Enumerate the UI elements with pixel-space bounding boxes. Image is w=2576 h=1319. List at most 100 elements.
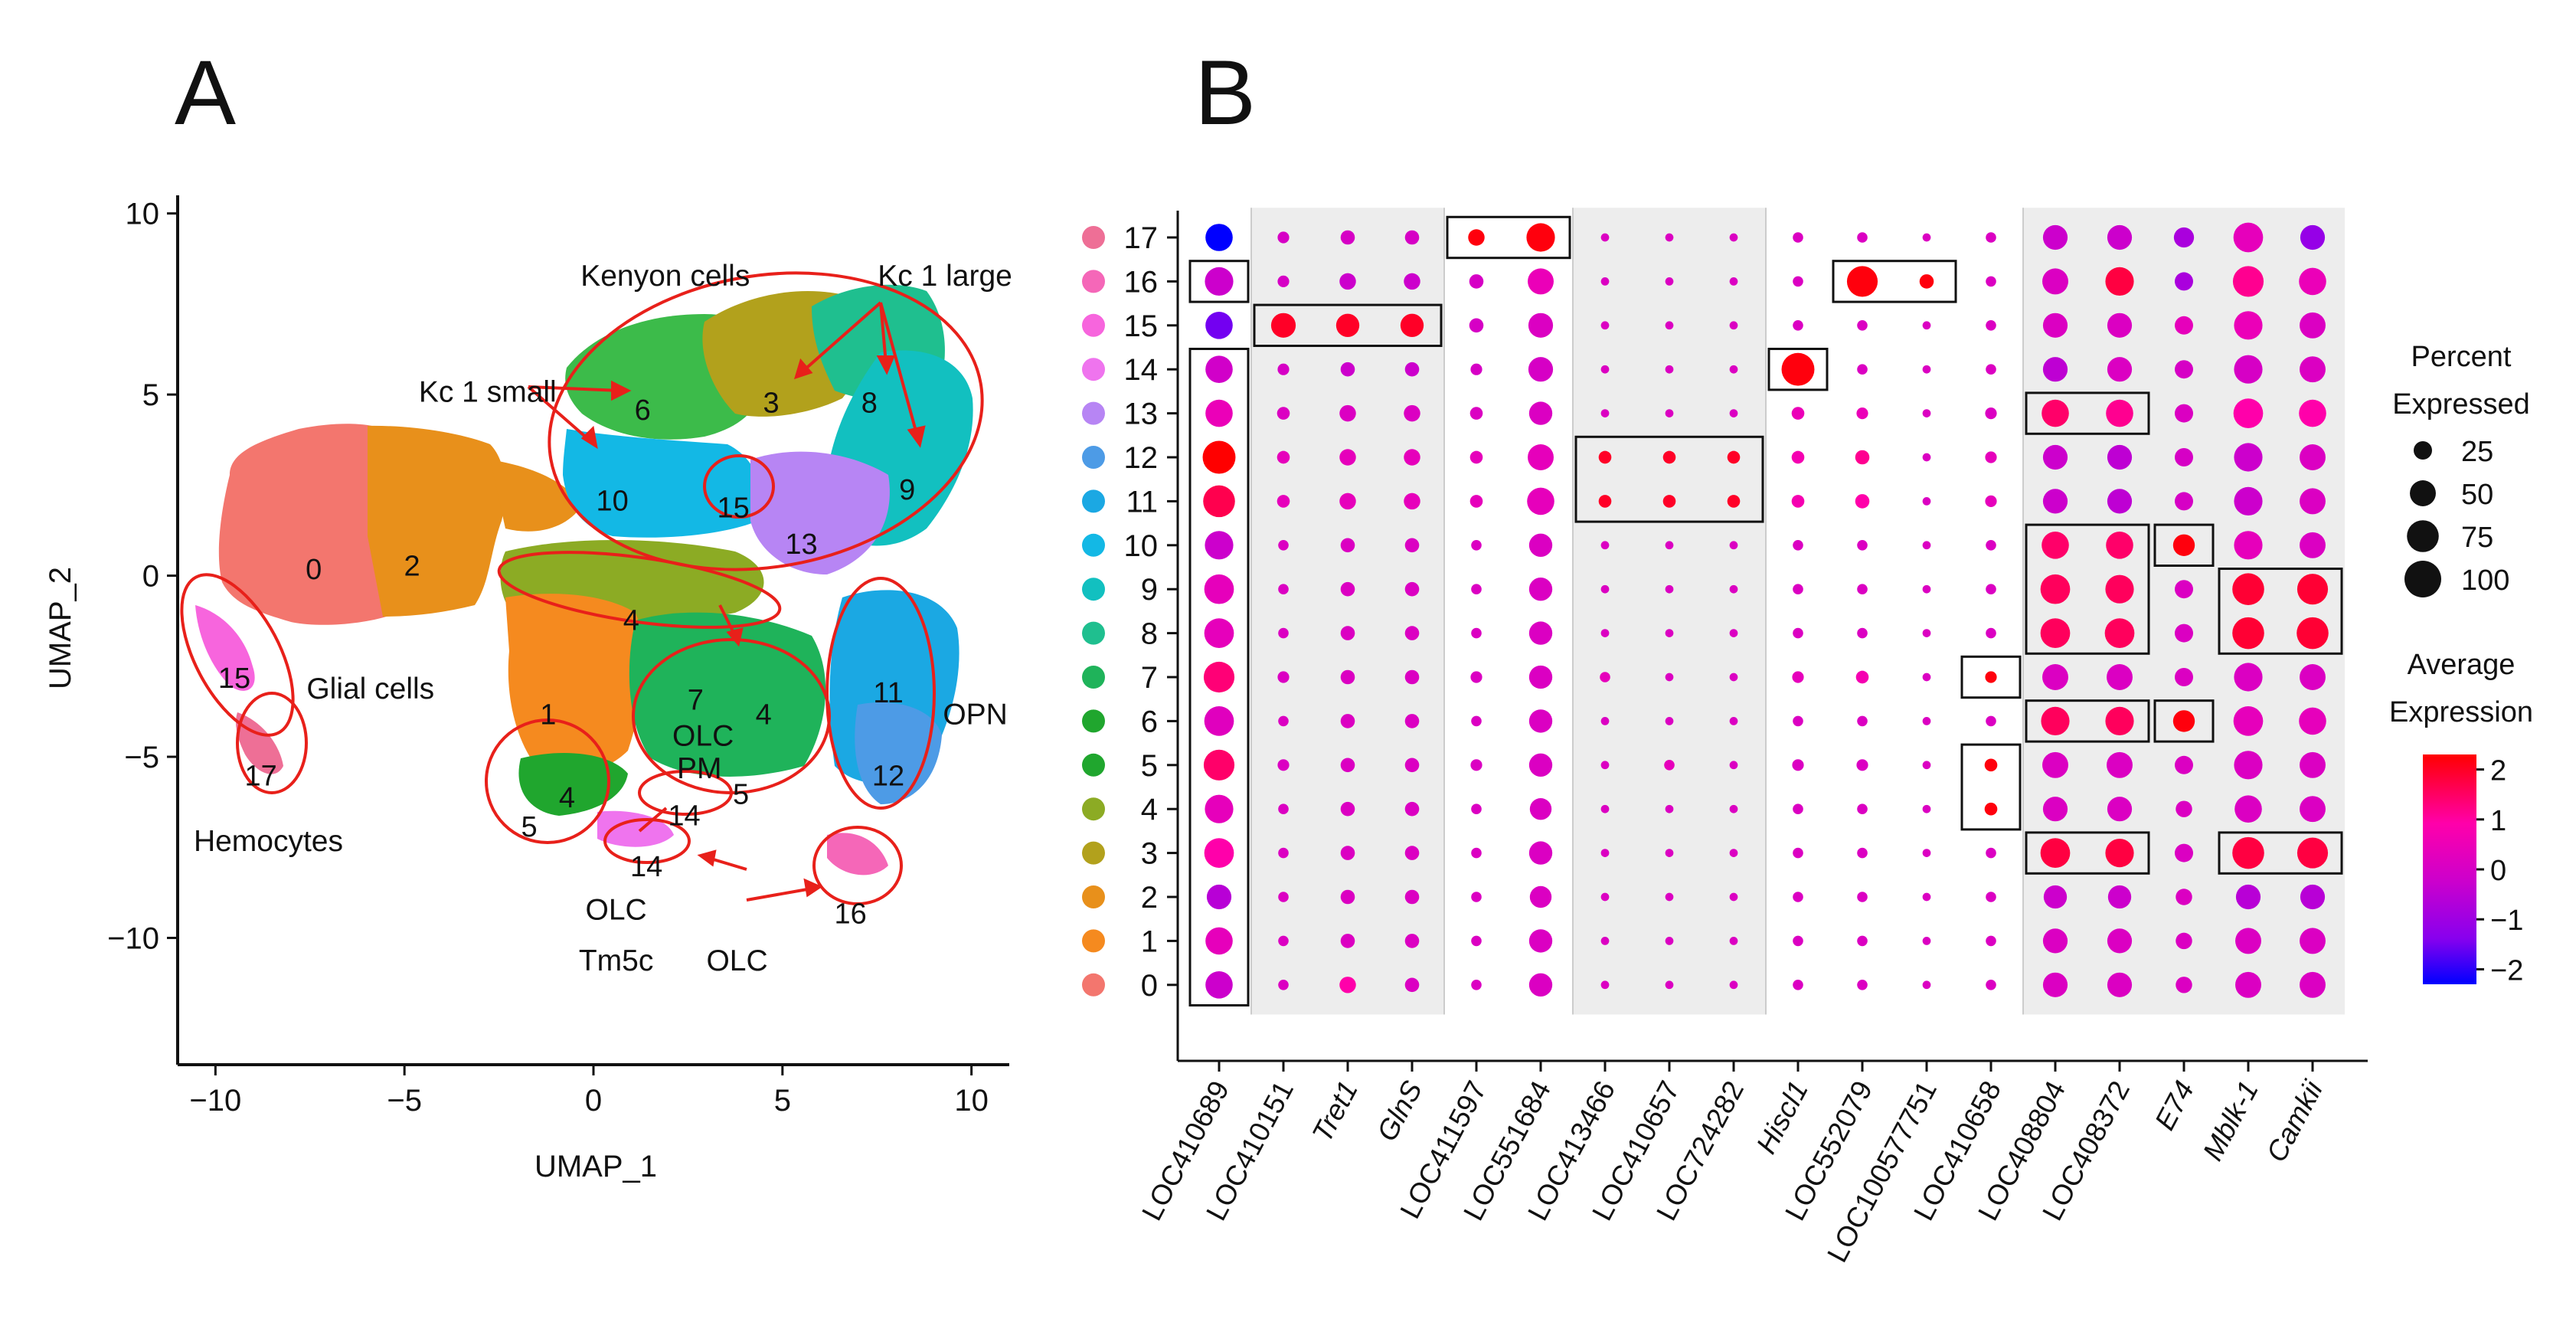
arrow-olc-16 — [746, 887, 812, 902]
expression-dot — [1529, 798, 1552, 820]
expression-dot — [2042, 751, 2068, 778]
cluster-row-label: 7 — [1141, 661, 1158, 695]
expression-dot — [1729, 409, 1738, 417]
expression-dot — [2233, 222, 2264, 253]
expression-dot — [1922, 980, 1931, 990]
expression-dot — [1793, 627, 1803, 639]
expression-dot — [1984, 802, 1998, 816]
expression-dot — [1205, 355, 1233, 383]
expression-dot — [2300, 312, 2326, 339]
expression-dot — [1340, 934, 1355, 948]
cluster-row-label: 13 — [1124, 398, 1159, 431]
expression-dot — [1528, 533, 1553, 557]
expression-dot — [1339, 493, 1356, 510]
expression-dot — [1857, 804, 1868, 814]
expression-dot — [1665, 804, 1674, 813]
expression-dot — [1729, 673, 1738, 682]
expression-dot — [1278, 715, 1289, 727]
umap-cluster-label: 12 — [872, 761, 904, 793]
expression-dot — [1791, 407, 1805, 420]
expression-dot — [1922, 717, 1931, 725]
dot-plot-gene-group-bands — [1187, 208, 2345, 1015]
expression-dot — [1665, 365, 1674, 374]
expression-dot — [2175, 448, 2193, 466]
highlight-box — [1253, 303, 1443, 348]
cluster-color-swatch — [1082, 578, 1105, 601]
expression-dot — [2175, 755, 2193, 774]
expression-dot — [2107, 885, 2132, 909]
cluster-color-swatch — [1082, 226, 1105, 249]
color-legend-title-1: Average — [2408, 649, 2516, 681]
expression-dot — [1339, 273, 1356, 290]
expression-dot — [2042, 664, 2068, 690]
highlight-box — [2153, 699, 2215, 743]
expression-dot — [1922, 937, 1931, 945]
expression-dot — [2105, 706, 2134, 735]
umap-y-tick-label: 0 — [142, 560, 159, 594]
expression-dot — [1471, 892, 1482, 902]
expression-dot — [1340, 581, 1355, 597]
expression-dot — [1205, 399, 1233, 427]
expression-dot — [1404, 801, 1420, 817]
expression-dot — [1727, 495, 1741, 508]
expression-dot — [1277, 407, 1290, 420]
expression-dot — [1922, 541, 1931, 550]
expression-dot — [1793, 715, 1803, 727]
expression-dot — [1855, 494, 1870, 509]
umap-annotation-arrows — [527, 301, 926, 902]
umap-annotations: Kenyon cells Kc 1 large Kc 1 small Glial ce… — [194, 260, 1012, 977]
expression-dot — [1986, 320, 1996, 331]
expression-dot — [2300, 928, 2326, 954]
expression-dot — [1404, 538, 1420, 553]
expression-dot — [2232, 573, 2264, 605]
highlight-box — [1960, 655, 2022, 699]
color-legend-title-2: Expression — [2389, 696, 2533, 728]
expression-dot — [2296, 617, 2329, 650]
expression-dot — [1471, 715, 1482, 727]
expression-dot — [2040, 838, 2071, 868]
gene-group-band — [1251, 208, 1444, 1015]
expression-dot — [1340, 758, 1355, 773]
cluster-row-label: 15 — [1124, 309, 1159, 343]
expression-dot — [1986, 847, 1996, 859]
umap-cluster-label: 15 — [718, 493, 750, 525]
expression-dot — [1793, 935, 1803, 947]
percent-expressed-legend: Percent Expressed 25 50 75 100 — [2392, 341, 2530, 597]
cluster-color-swatch — [1082, 973, 1105, 997]
expression-dot — [1528, 621, 1553, 645]
expression-dot — [1665, 892, 1674, 902]
expression-dot — [1278, 847, 1289, 859]
expression-dot — [1986, 935, 1996, 947]
expression-dot — [2176, 800, 2192, 817]
expression-dot — [1922, 892, 1931, 902]
cluster-row-label: 16 — [1124, 265, 1159, 299]
expression-dot — [2107, 972, 2133, 997]
cluster-color-swatch — [1082, 797, 1105, 821]
expression-dot — [2234, 531, 2263, 560]
expression-dot — [1471, 935, 1482, 947]
umap-annotation-text: Tm5c — [579, 944, 654, 977]
expression-dot — [1857, 540, 1868, 551]
expression-dot — [1205, 312, 1233, 339]
expression-dot — [2300, 884, 2326, 910]
expression-dot — [1727, 450, 1741, 464]
arrow-kc1large-3-head — [793, 358, 813, 380]
arrow-kc1small-10-head — [580, 425, 598, 450]
expression-dot — [1985, 407, 1997, 420]
cluster-row-label: 10 — [1124, 529, 1159, 563]
expression-dot — [1986, 892, 1996, 902]
highlight-box — [1767, 348, 1829, 391]
expression-dot — [1729, 629, 1738, 637]
umap-cluster-label: 4 — [623, 604, 639, 637]
average-expression-legend: Average Expression 2 1 0 −1 −2 — [2389, 649, 2533, 987]
expression-dot — [2234, 443, 2263, 472]
expression-dot — [1404, 934, 1420, 948]
expression-dot — [2234, 311, 2263, 340]
expression-dot — [1922, 761, 1931, 770]
expression-dot — [1470, 363, 1483, 375]
expression-dot — [1278, 935, 1289, 947]
expression-dot — [1986, 276, 1996, 287]
expression-dot — [1662, 450, 1676, 464]
umap-y-tick-label: 5 — [142, 378, 159, 412]
